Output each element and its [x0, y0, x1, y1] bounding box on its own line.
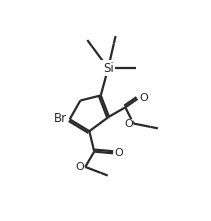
- Text: O: O: [76, 162, 84, 172]
- Text: O: O: [115, 148, 123, 158]
- Text: O: O: [124, 118, 133, 129]
- Text: Si: Si: [103, 62, 114, 75]
- Text: Br: Br: [54, 112, 67, 125]
- Text: O: O: [139, 93, 148, 103]
